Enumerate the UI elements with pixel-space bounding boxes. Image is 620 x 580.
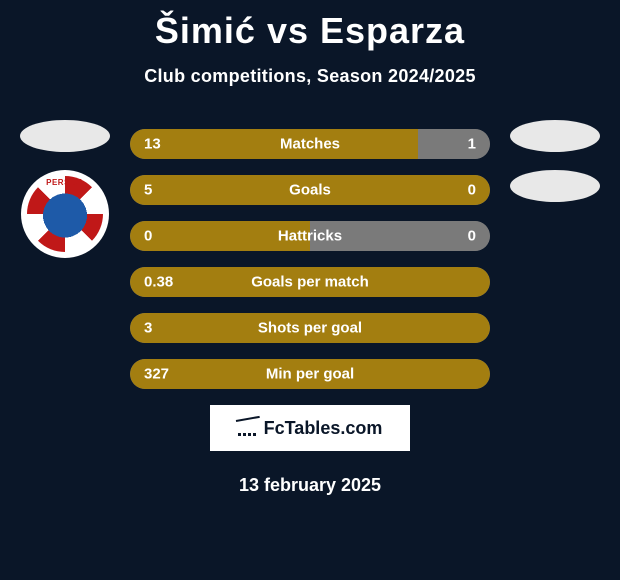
stat-label: Matches: [130, 136, 490, 153]
stat-label: Shots per goal: [130, 320, 490, 337]
chart-icon: [238, 420, 258, 436]
left-player-placeholder: [20, 120, 110, 152]
stat-label: Goals per match: [130, 274, 490, 291]
date-label: 13 february 2025: [0, 475, 620, 496]
stat-row: 50Goals: [130, 175, 490, 205]
right-player-placeholder: [510, 120, 600, 152]
brand-watermark[interactable]: FcTables.com: [210, 405, 410, 451]
stats-bars: 131Matches 50Goals 00Hattricks 0.38Goals pe…: [130, 129, 490, 389]
page-title: Šimić vs Esparza: [0, 0, 620, 52]
left-club-badge-persija: [21, 170, 109, 258]
stat-label: Hattricks: [130, 228, 490, 245]
stat-row: 0.38Goals per match: [130, 267, 490, 297]
stat-row: 131Matches: [130, 129, 490, 159]
stat-row: 327Min per goal: [130, 359, 490, 389]
stat-row: 00Hattricks: [130, 221, 490, 251]
brand-label: FcTables.com: [264, 418, 383, 439]
left-player-column: [10, 120, 120, 258]
stat-row: 3Shots per goal: [130, 313, 490, 343]
subtitle: Club competitions, Season 2024/2025: [0, 66, 620, 87]
stat-label: Min per goal: [130, 366, 490, 383]
stat-label: Goals: [130, 182, 490, 199]
right-player-column: [500, 120, 610, 220]
right-club-placeholder: [510, 170, 600, 202]
